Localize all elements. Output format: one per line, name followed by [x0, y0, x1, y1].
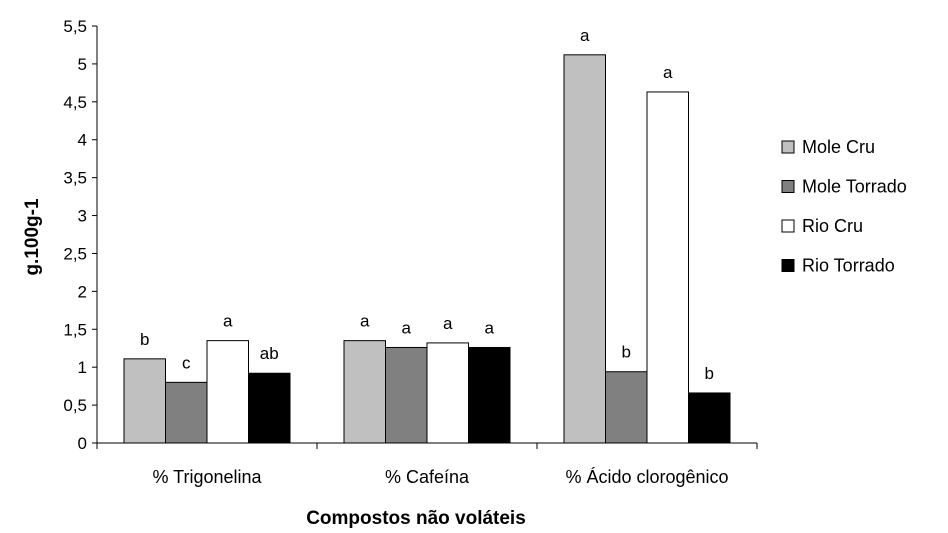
y-tick-label: 3,5: [63, 169, 87, 188]
x-axis-title: Compostos não voláteis: [306, 508, 526, 529]
bar-mole-cru: [343, 340, 386, 444]
significance-label: c: [182, 353, 191, 372]
y-tick-label: 5,5: [63, 17, 87, 36]
legend: Mole Cru Mole Torrado Rio Cru Rio Torrado: [781, 137, 907, 276]
significance-label: a: [663, 63, 673, 82]
bar-mole-torrado: [385, 346, 428, 444]
significance-label: b: [140, 330, 149, 349]
y-tick-label: 5: [78, 55, 87, 74]
y-tick-label: 2,5: [63, 244, 87, 263]
bar-rio-torrado: [688, 392, 731, 444]
significance-label: a: [443, 314, 453, 333]
significance-label: a: [485, 318, 495, 337]
y-tick-label: 4: [78, 131, 87, 150]
legend-swatch: [781, 180, 795, 193]
x-tick-label: % Ácido clorogênico: [565, 467, 728, 487]
bar-mole-torrado: [165, 381, 208, 444]
significance-label: a: [402, 318, 412, 337]
significance-label: b: [705, 364, 714, 383]
legend-label: Rio Cru: [802, 216, 863, 236]
bar-rio-torrado: [248, 372, 291, 444]
bar-rio-cru: [646, 91, 689, 444]
bar-mole-cru: [123, 358, 166, 444]
y-tick-label: 0,5: [63, 396, 87, 415]
bar-mole-torrado: [605, 371, 648, 444]
legend-label: Mole Torrado: [802, 177, 907, 197]
legend-swatch: [781, 140, 795, 154]
significance-label: b: [622, 343, 631, 362]
bars: [123, 54, 731, 444]
bar-rio-cru: [206, 340, 249, 444]
bar-mole-cru: [563, 54, 606, 444]
y-tick-label: 4,5: [63, 93, 87, 112]
significance-label: ab: [260, 344, 279, 363]
significance-label: a: [360, 312, 370, 331]
y-tick-label: 1: [78, 358, 87, 377]
legend-label: Rio Torrado: [802, 256, 895, 276]
x-tick-label: % Cafeína: [385, 467, 470, 487]
significance-label: a: [580, 26, 590, 45]
y-tick-label: 0: [78, 434, 87, 453]
y-axis-title: g.100g-1: [22, 198, 43, 276]
x-axis: % Trigonelina % Cafeína % Ácido clorogênic…: [96, 442, 758, 487]
y-tick-label: 2: [78, 282, 87, 301]
bar-rio-cru: [426, 342, 469, 444]
legend-swatch: [781, 219, 795, 233]
x-tick-label: % Trigonelina: [152, 467, 262, 487]
legend-swatch: [781, 259, 795, 272]
legend-label: Mole Cru: [802, 137, 875, 157]
y-tick-label: 1,5: [63, 320, 87, 339]
bar-rio-torrado: [468, 346, 511, 444]
significance-label: a: [223, 312, 233, 331]
y-axis: 0 0,5 1 1,5 2 2,5 3 3,5 4 4,5 5 5,5: [63, 17, 98, 453]
y-tick-label: 3: [78, 207, 87, 226]
